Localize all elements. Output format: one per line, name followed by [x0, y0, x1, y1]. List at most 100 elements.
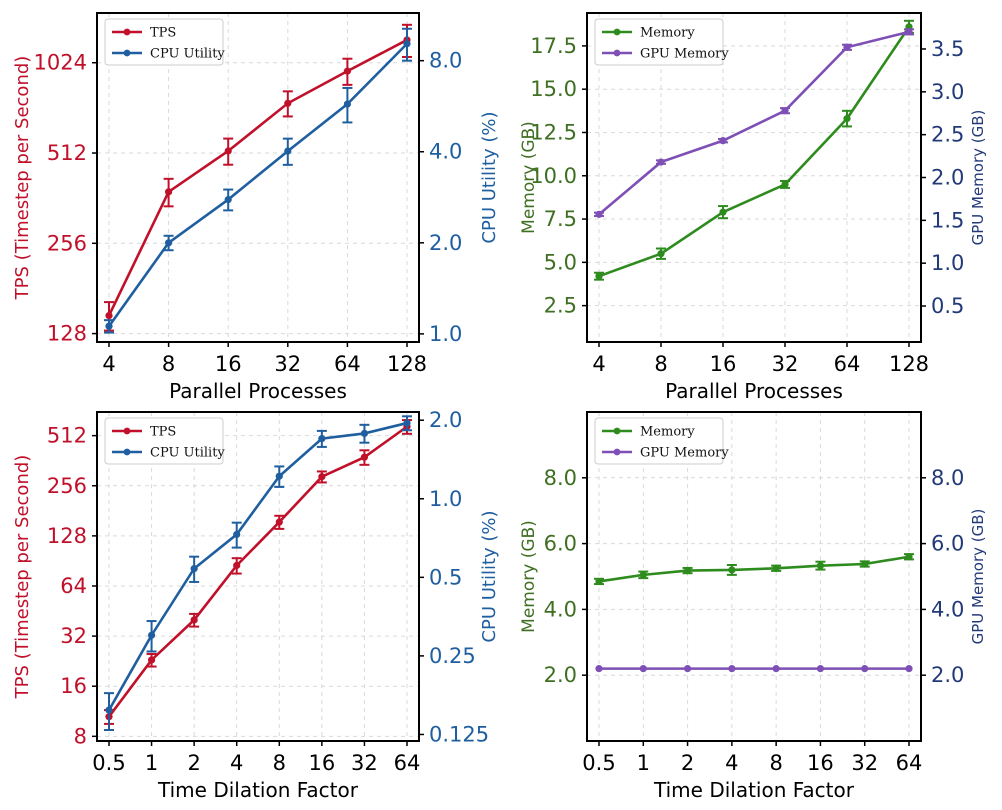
left-tick-label: 8.0	[544, 466, 577, 490]
data-point	[284, 147, 292, 155]
legend-marker	[613, 28, 621, 36]
x-tick-label: 8	[273, 751, 286, 775]
left-tick-label: 15.0	[530, 77, 577, 101]
left-axis-title: TPS (Timestep per Second)	[12, 56, 33, 301]
right-tick-label: 4.0	[429, 140, 462, 164]
x-tick-label: 64	[394, 751, 421, 775]
right-tick-label: 2.0	[931, 663, 964, 687]
legend-marker	[123, 427, 131, 435]
legend-label: GPU Memory	[640, 446, 729, 461]
legend-label: CPU Utility	[150, 47, 225, 62]
data-point	[318, 473, 326, 481]
left-axis-title: Memory (GB)	[519, 121, 539, 234]
legend-marker	[613, 448, 621, 456]
legend-label: Memory	[640, 425, 695, 440]
data-point	[905, 28, 913, 36]
legend: TPS CPU Utility	[104, 417, 225, 465]
data-point	[683, 665, 692, 673]
x-tick-label: 4	[102, 352, 115, 376]
left-tick-label: 2.5	[544, 294, 577, 318]
x-axis-title: Parallel Processes	[665, 379, 843, 403]
left-tick-label: 128	[47, 322, 87, 346]
data-point	[728, 566, 736, 574]
left-tick-label: 12.5	[530, 120, 577, 144]
left-tick-label: 1024	[34, 51, 87, 75]
data-point	[595, 272, 603, 280]
data-point	[683, 566, 692, 575]
data-point	[233, 530, 241, 539]
series-line-gpu-memory	[598, 30, 910, 216]
left-tick-label: 256	[47, 231, 87, 255]
data-point	[165, 239, 173, 247]
left-tick-label: 128	[47, 524, 87, 548]
data-point	[360, 453, 369, 461]
data-point	[861, 665, 869, 673]
data-point	[284, 99, 292, 107]
x-tick-label: 128	[387, 352, 427, 376]
left-tick-label: 6.0	[544, 532, 577, 556]
data-point	[657, 158, 665, 166]
left-tick-label: 8	[74, 724, 87, 748]
series-line-memory	[598, 555, 910, 583]
right-axis-title: GPU Memory (GB)	[969, 509, 987, 645]
data-point	[905, 665, 913, 673]
data-point	[105, 311, 113, 320]
left-tick-label: 17.5	[530, 34, 577, 58]
right-tick-label: 0.5	[429, 565, 462, 589]
right-tick-label: 1.5	[931, 208, 964, 232]
x-tick-label: 8	[769, 751, 782, 775]
right-axis-title: GPU Memory (GB)	[969, 110, 987, 246]
data-point	[843, 115, 851, 123]
x-tick-label: 32	[274, 352, 301, 376]
data-point	[719, 208, 727, 216]
data-point	[190, 616, 198, 624]
data-point	[905, 553, 913, 561]
data-point	[343, 67, 351, 75]
x-tick-label: 4	[725, 751, 738, 775]
right-tick-label: 1.0	[429, 322, 462, 346]
x-axis-title: Parallel Processes	[169, 379, 347, 403]
x-tick-label: 2	[187, 751, 200, 775]
data-point	[639, 571, 647, 579]
data-point	[843, 43, 851, 51]
chart-tr: 4 8 16 32 64 128 2.5 5.0 7.5 10.0 12.5 15.0 17.5 0.5 1…	[519, 12, 987, 403]
data-point	[105, 706, 113, 714]
data-point	[861, 560, 869, 568]
left-tick-label: 512	[47, 424, 87, 448]
plot-frame	[96, 12, 420, 343]
plot-frame	[586, 411, 922, 742]
plot-frame	[96, 411, 420, 742]
right-axis-title: CPU Utility (%)	[479, 111, 500, 243]
data-point	[165, 188, 173, 196]
x-axis-title: Time Dilation Factor	[157, 778, 359, 802]
data-point	[403, 40, 411, 48]
right-tick-label: 0.5	[931, 294, 964, 318]
right-tick-label: 3.0	[931, 80, 964, 104]
legend-marker	[123, 49, 131, 57]
data-point	[781, 107, 789, 115]
data-point	[275, 518, 283, 526]
series-line-cpu-utility	[107, 421, 408, 711]
right-tick-label: 2.5	[931, 123, 964, 147]
data-point	[595, 210, 603, 218]
x-tick-label: 8	[654, 352, 667, 376]
right-tick-label: 8.0	[429, 49, 462, 73]
x-axis-title: Time Dilation Factor	[653, 778, 855, 802]
left-tick-label: 16	[60, 674, 87, 698]
data-point	[147, 656, 156, 664]
right-tick-label: 1.0	[429, 487, 462, 511]
data-point	[816, 665, 825, 673]
legend-label: CPU Utility	[150, 446, 225, 461]
left-tick-label: 512	[47, 141, 87, 165]
x-tick-label: 16	[308, 751, 335, 775]
series-line-tps	[107, 38, 408, 317]
right-tick-label: 2.0	[931, 166, 964, 190]
x-tick-label: 32	[351, 751, 378, 775]
data-point	[105, 322, 113, 330]
data-point	[639, 665, 647, 673]
left-tick-label: 5.0	[544, 250, 577, 274]
data-point	[224, 147, 232, 155]
series-line-memory	[598, 26, 911, 278]
left-tick-label: 2.0	[544, 663, 577, 687]
